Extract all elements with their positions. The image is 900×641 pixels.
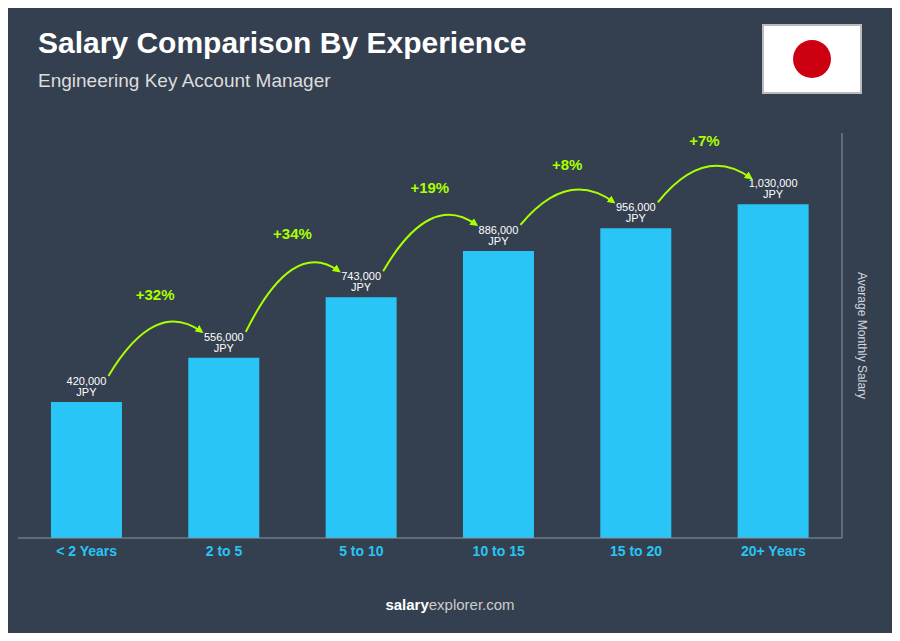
svg-text:15 to 20: 15 to 20	[610, 543, 662, 559]
svg-text:+8%: +8%	[552, 156, 582, 173]
svg-text:5 to 10: 5 to 10	[339, 543, 384, 559]
svg-text:420,000JPY: 420,000JPY	[67, 375, 107, 398]
svg-text:1,030,000JPY: 1,030,000JPY	[749, 177, 798, 200]
svg-text:+34%: +34%	[273, 225, 312, 242]
html-text:Salary Comparison By Experienc: Salary Comparison By Experience	[38, 26, 527, 59]
svg-text:743,000JPY: 743,000JPY	[341, 270, 381, 293]
svg-text:10 to 15: 10 to 15	[473, 543, 525, 559]
svg-text:< 2 Years: < 2 Years	[56, 543, 117, 559]
svg-text:+32%: +32%	[136, 286, 175, 303]
svg-text:20+ Years: 20+ Years	[741, 543, 806, 559]
svg-text:+19%: +19%	[410, 179, 449, 196]
svg-text:+7%: +7%	[689, 132, 719, 149]
svg-text:2 to 5: 2 to 5	[206, 543, 243, 559]
svg-text:556,000JPY: 556,000JPY	[204, 331, 244, 354]
html-text:salary explorer.com: salary explorer.com	[385, 596, 515, 613]
svg-text:Average Monthly Salary: Average Monthly Salary	[855, 272, 869, 399]
html-text:Engineering Key Account Manage: Engineering Key Account Manager	[38, 70, 331, 91]
svg-text:886,000JPY: 886,000JPY	[479, 224, 519, 247]
svg-text:956,000JPY: 956,000JPY	[616, 201, 656, 224]
